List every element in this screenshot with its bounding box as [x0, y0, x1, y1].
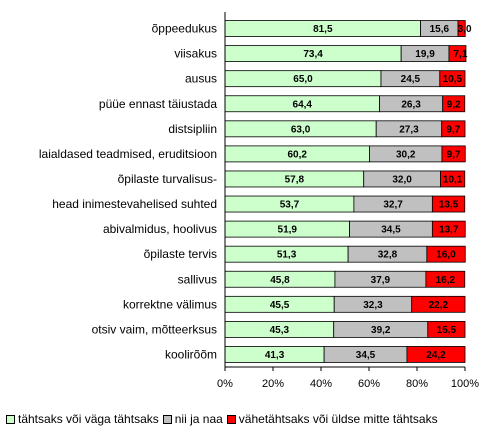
data-label-series-1: 53,7 [280, 200, 300, 211]
category-label: distsipliin [168, 122, 217, 136]
legend-label-1: tähtsaks või väga tähtsaks [18, 412, 159, 426]
bar-segment-series-3 [439, 70, 466, 88]
data-label-series-2: 34,5 [356, 350, 376, 361]
plot-area: õppeedukus 81,5 15,6 3,0 viisakus 73,4 19,9 7,1… [39, 12, 479, 390]
category-label: õpilaste tervis [144, 247, 217, 261]
data-label-series-2: 27,3 [399, 124, 419, 135]
data-label-series-2: 32,7 [383, 200, 403, 211]
data-label-series-1: 73,4 [303, 49, 323, 60]
data-label-series-2: 37,9 [371, 275, 391, 286]
legend-label-3: vähetähtsaks või üldse mitte tähtsaks [238, 412, 438, 426]
data-label-series-3: 24,2 [426, 350, 446, 361]
stacked-bar-chart: õppeedukus 81,5 15,6 3,0 viisakus 73,4 19,9 7,1… [39, 12, 479, 390]
x-tick-label: 60% [358, 378, 380, 390]
bar-segment-series-3 [425, 270, 466, 288]
category-label: korrektne välimus [123, 297, 217, 311]
x-tick-label: 20% [262, 378, 284, 390]
data-label-series-3: 10,1 [443, 174, 463, 185]
data-label-series-3: 15,5 [437, 325, 457, 336]
category-label: õpilaste turvalisus- [118, 172, 217, 186]
legend-swatch-2 [162, 414, 172, 424]
data-label-series-3: 3,0 [458, 24, 472, 35]
bar-segment-series-3 [426, 245, 466, 263]
category-label: püüe ennast täiustada [99, 97, 217, 111]
bar-segment-series-3 [457, 20, 466, 37]
bar-segment-series-3 [441, 120, 466, 138]
data-label-series-2: 34,5 [381, 225, 401, 236]
legend-item-1: tähtsaks või väga tähtsaks [6, 412, 159, 426]
data-label-series-3: 10,5 [443, 74, 463, 85]
data-label-series-1: 65,0 [293, 74, 313, 85]
data-label-series-1: 64,4 [293, 99, 313, 110]
data-label-series-2: 32,0 [392, 174, 412, 185]
data-label-series-3: 9,7 [447, 149, 461, 160]
legend-label-2: nii ja naa [174, 412, 223, 426]
data-label-series-1: 60,2 [288, 149, 308, 160]
x-tick-label: 40% [310, 378, 332, 390]
data-label-series-3: 22,2 [429, 300, 449, 311]
bar-segment-series-3 [411, 295, 466, 313]
data-label-series-3: 9,2 [447, 99, 461, 110]
data-label-series-1: 81,5 [313, 24, 333, 35]
data-label-series-3: 7,1 [453, 49, 467, 60]
bar-segment-series-3 [427, 320, 466, 338]
data-label-series-3: 13,5 [439, 200, 459, 211]
data-label-series-1: 45,3 [270, 325, 290, 336]
data-label-series-3: 9,7 [446, 124, 460, 135]
data-label-series-2: 26,3 [401, 99, 421, 110]
bar-segment-series-3 [441, 145, 466, 163]
category-label: otsiv vaim, mõtteerksus [92, 322, 217, 336]
legend: tähtsaks või väga tähtsaks nii ja naa vä… [6, 408, 498, 430]
data-label-series-2: 15,6 [430, 24, 450, 35]
bar-segment-series-3 [406, 346, 466, 363]
data-label-series-3: 13,7 [439, 225, 459, 236]
x-tick-label: 0% [217, 378, 233, 390]
data-label-series-1: 41,3 [265, 350, 285, 361]
bar-segment-series-3 [431, 220, 466, 238]
category-label: abivalmidus, hoolivus [103, 222, 217, 236]
data-label-series-2: 24,5 [401, 74, 421, 85]
bar-segment-series-3 [431, 195, 466, 213]
bar-segment-series-3 [448, 45, 467, 63]
x-tick-label: 100% [451, 378, 479, 390]
data-label-series-3: 16,0 [436, 250, 456, 261]
legend-swatch-1 [6, 414, 15, 424]
data-label-series-2: 32,3 [363, 300, 383, 311]
data-label-series-1: 63,0 [291, 124, 311, 135]
category-label: koolirõõm [165, 347, 217, 361]
category-label: laialdased teadmised, eruditsioon [39, 147, 217, 161]
legend-swatch-3 [226, 414, 236, 424]
data-label-series-1: 45,8 [270, 275, 290, 286]
legend-item-3: vähetähtsaks või üldse mitte tähtsaks [226, 412, 438, 426]
data-label-series-2: 39,2 [371, 325, 391, 336]
category-label: ausus [185, 72, 217, 86]
bar-segment-series-3 [440, 170, 466, 188]
legend-item-2: nii ja naa [162, 412, 223, 426]
category-label: viisakus [174, 47, 217, 61]
data-label-series-1: 51,3 [277, 250, 297, 261]
category-label: head inimestevahelised suhted [52, 197, 217, 211]
data-label-series-2: 19,9 [415, 49, 435, 60]
category-label: sallivus [178, 272, 217, 286]
data-label-series-1: 51,9 [278, 225, 298, 236]
data-label-series-3: 16,2 [436, 275, 456, 286]
data-label-series-1: 45,5 [270, 300, 290, 311]
bar-segment-series-3 [442, 95, 466, 113]
data-label-series-2: 30,2 [396, 149, 416, 160]
category-label: õppeedukus [152, 22, 217, 36]
data-label-series-2: 32,8 [378, 250, 398, 261]
data-label-series-1: 57,8 [285, 174, 305, 185]
x-tick-label: 80% [406, 378, 428, 390]
